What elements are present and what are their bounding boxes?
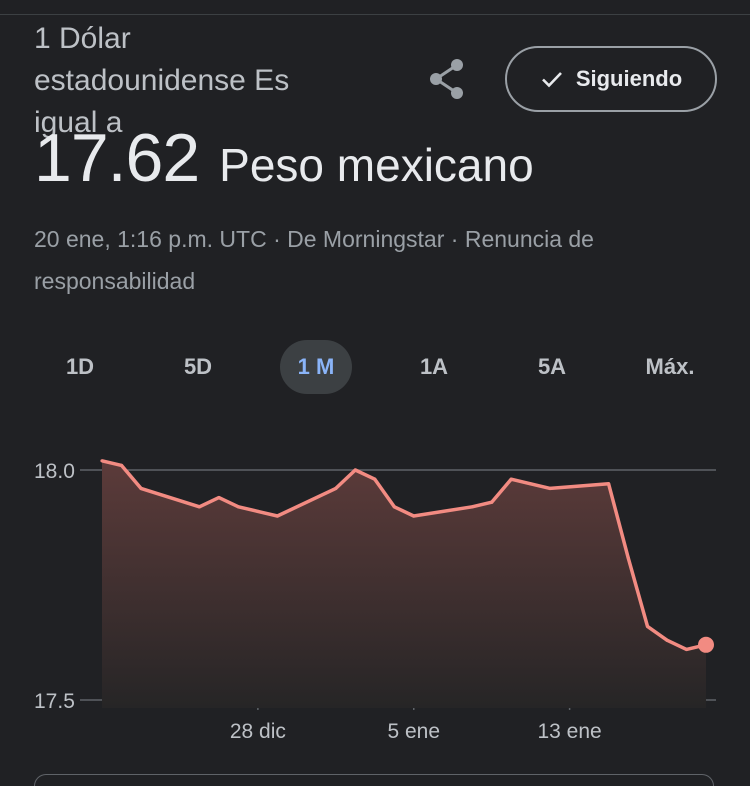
- data-point: [334, 486, 338, 490]
- header-line-2: estadounidense Es: [34, 64, 290, 97]
- timestamp: 20 ene, 1:16 p.m. UTC: [34, 226, 267, 252]
- data-point: [373, 477, 377, 481]
- y-tick-label: 17.5: [34, 690, 75, 713]
- x-tick-label: 28 dic: [230, 720, 286, 743]
- next-card-edge: [34, 774, 714, 786]
- y-tick-label: 18.0: [34, 460, 75, 483]
- top-divider: [0, 14, 750, 15]
- share-icon: [430, 59, 463, 99]
- data-point: [139, 486, 143, 490]
- data-point: [626, 555, 630, 559]
- x-tick-label: 13 ene: [537, 720, 601, 743]
- rate-value: 17.62: [34, 120, 200, 196]
- header-line-1: 1 Dólar: [34, 22, 131, 55]
- data-point: [236, 505, 240, 509]
- disclaimer-link[interactable]: Renuncia de responsabilidad: [34, 226, 594, 294]
- chart-area: [102, 460, 706, 708]
- data-point: [509, 477, 513, 481]
- meta-separator: ·: [266, 226, 288, 252]
- source-link[interactable]: De Morningstar: [287, 226, 445, 252]
- data-point: [197, 505, 202, 509]
- data-point: [684, 647, 689, 651]
- conversion-header: 1 Dólar estadounidense Es igual a: [34, 18, 334, 142]
- header-line-3: igual a: [34, 106, 123, 139]
- data-point: [470, 505, 474, 509]
- exchange-rate-chart[interactable]: 18.0 17.5 28 dic 5 ene 13 ene: [0, 440, 750, 770]
- data-point: [100, 459, 104, 463]
- data-point: [256, 509, 260, 513]
- tab-1d[interactable]: 1D: [65, 354, 95, 379]
- follow-label: Siguiendo: [575, 66, 683, 91]
- tab-5a[interactable]: 5A: [537, 354, 567, 379]
- tab-5d[interactable]: 5D: [183, 354, 213, 379]
- data-point: [275, 514, 279, 518]
- meta-separator: ·: [444, 226, 465, 252]
- rate-row: 17.62 Peso mexicano: [34, 118, 534, 198]
- chart-line: [101, 459, 707, 652]
- rate-currency: Peso mexicano: [219, 139, 534, 191]
- data-point: [665, 638, 669, 642]
- data-point: [392, 505, 396, 509]
- tab-1a[interactable]: 1A: [419, 354, 449, 379]
- share-button[interactable]: [420, 52, 474, 106]
- range-tabs: 1D 5D 1 M 1A 5A Máx.: [22, 340, 732, 394]
- data-point: [645, 624, 650, 628]
- data-point: [119, 463, 124, 467]
- data-point: [490, 500, 494, 504]
- data-point: [548, 486, 552, 490]
- data-point: [217, 496, 221, 500]
- tab-1m[interactable]: 1 M: [280, 340, 352, 394]
- follow-button[interactable]: Siguiendo: [505, 46, 717, 112]
- data-point: [353, 468, 357, 472]
- rate-meta: 20 ene, 1:16 p.m. UTC · De Morningstar ·…: [34, 218, 694, 302]
- x-tick-label: 5 ene: [387, 720, 440, 743]
- current-value-marker: [698, 636, 714, 653]
- data-point: [529, 482, 533, 486]
- check-icon: [541, 72, 562, 88]
- data-point: [412, 514, 416, 518]
- data-point: [606, 482, 611, 486]
- tab-max[interactable]: Máx.: [645, 354, 695, 379]
